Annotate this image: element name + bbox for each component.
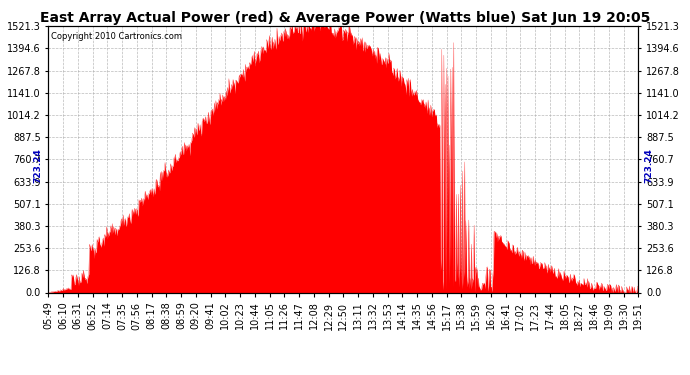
- Text: East Array Actual Power (red) & Average Power (Watts blue) Sat Jun 19 20:05: East Array Actual Power (red) & Average …: [40, 11, 650, 25]
- Text: 723.24: 723.24: [644, 148, 653, 183]
- Text: 723.24: 723.24: [33, 148, 42, 183]
- Text: Copyright 2010 Cartronics.com: Copyright 2010 Cartronics.com: [51, 32, 182, 40]
